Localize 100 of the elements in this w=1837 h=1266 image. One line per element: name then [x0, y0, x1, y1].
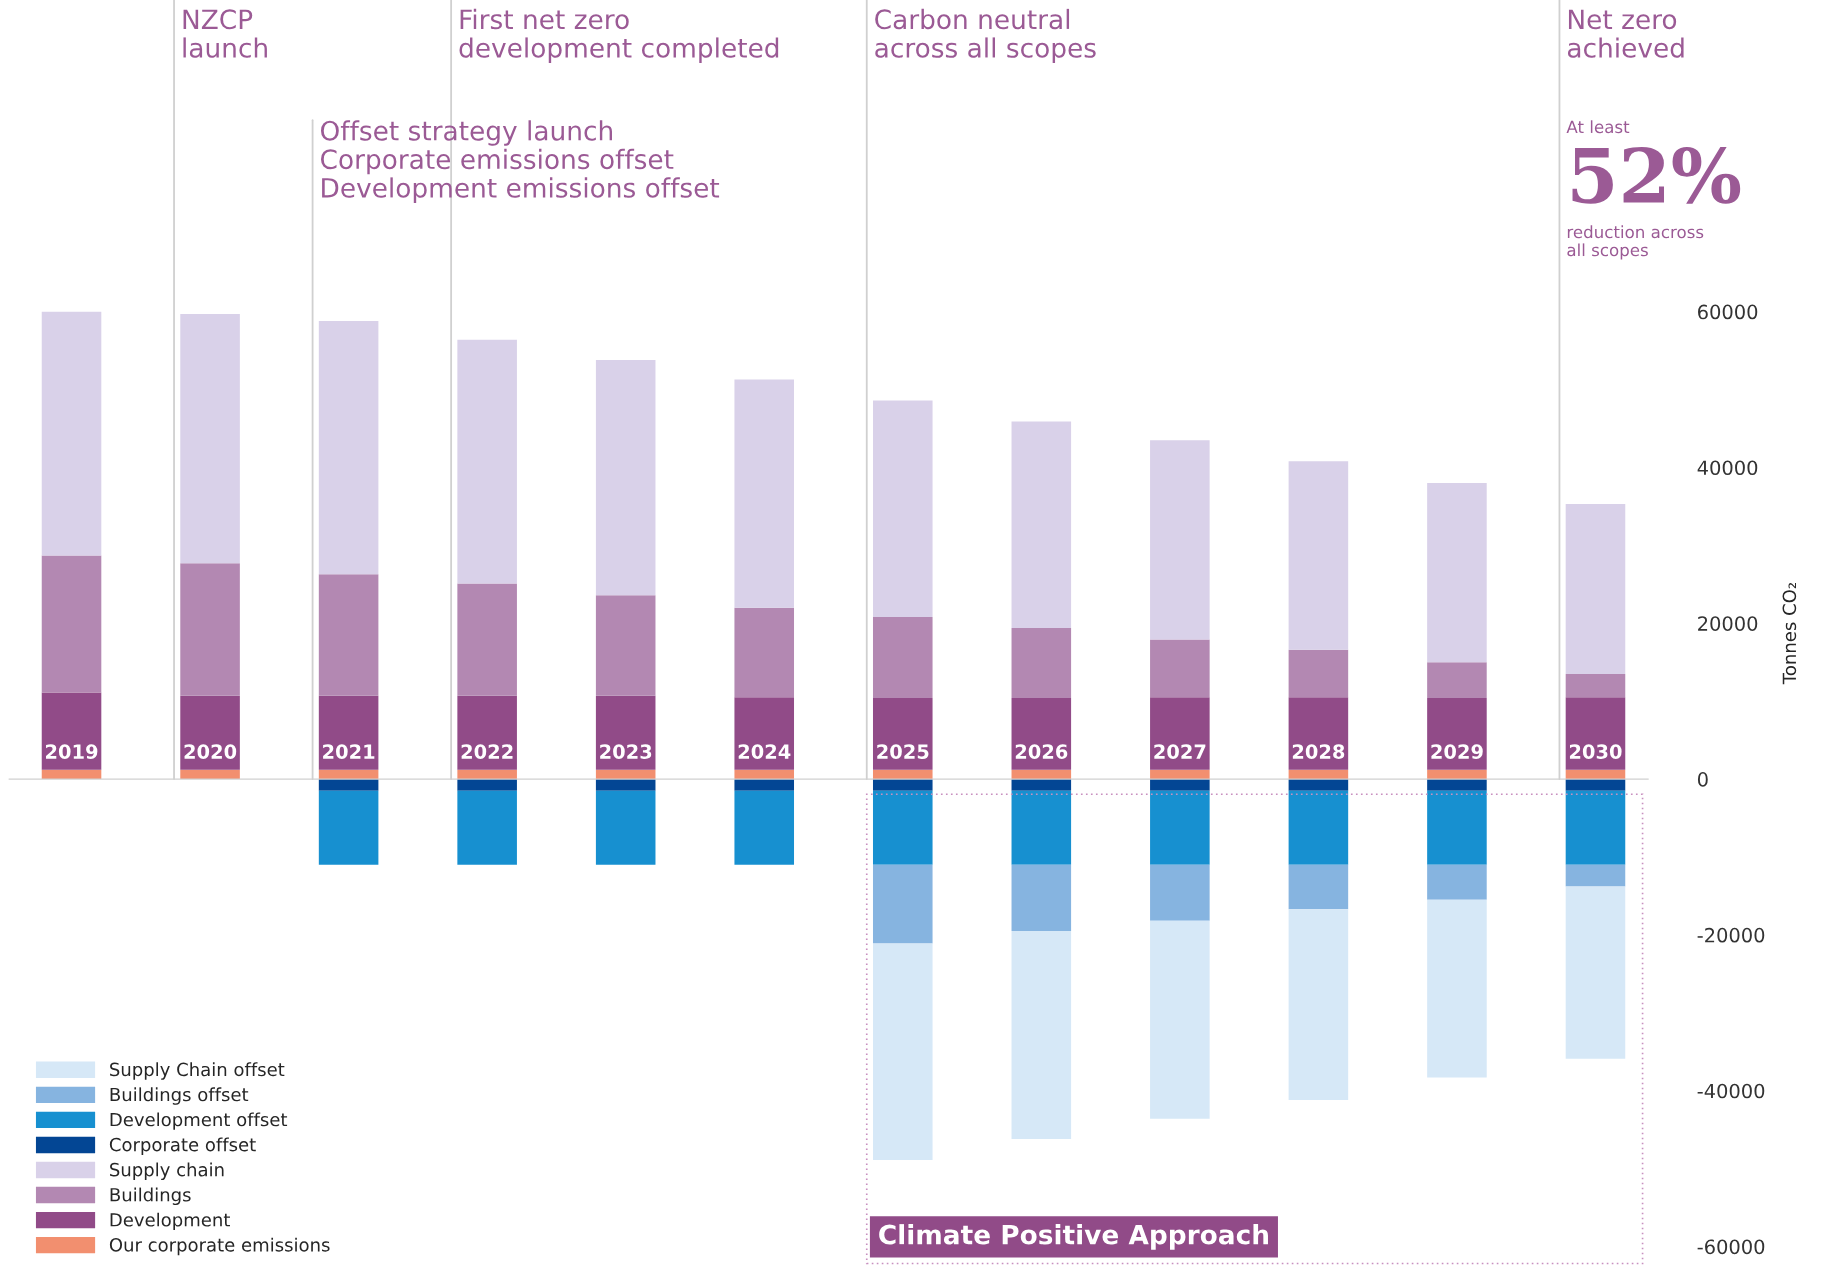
legend-label: Development — [110, 1212, 230, 1231]
bar — [180, 695, 240, 770]
bar — [734, 779, 795, 791]
bar — [457, 779, 517, 791]
legend-label: Buildings offset — [110, 1087, 249, 1105]
bar — [1427, 864, 1487, 900]
annotation: Offset strategy launch Corporate emissions offset Development emissions offset — [321, 120, 720, 203]
bar — [457, 339, 517, 584]
bar — [1011, 931, 1072, 1140]
bar — [457, 695, 517, 770]
x-tick-label: 2028 — [1292, 744, 1345, 759]
legend-label: Development offset — [110, 1112, 288, 1130]
x-tick-label: 2024 — [738, 744, 791, 759]
bar — [318, 790, 379, 865]
bar — [1288, 779, 1349, 791]
bar — [1565, 790, 1626, 865]
bar — [734, 379, 795, 608]
bar — [180, 563, 240, 696]
y-axis-title: Tonnes CO₂ — [1782, 583, 1797, 685]
annotation: NZCP launch — [183, 9, 267, 58]
bar — [1427, 790, 1487, 865]
bar — [1565, 697, 1626, 770]
legend-label: Supply Chain offset — [110, 1062, 285, 1080]
x-tick-label: 2026 — [1015, 744, 1068, 759]
bar — [41, 555, 102, 693]
annotation: 52% — [1572, 146, 1741, 204]
bar — [595, 595, 656, 696]
x-tick-label: 2027 — [1154, 744, 1206, 759]
bar — [872, 943, 933, 1161]
bar — [1011, 790, 1072, 865]
bar — [1150, 639, 1210, 698]
x-tick-label: 2022 — [461, 744, 513, 759]
x-tick-label: 2023 — [600, 744, 652, 759]
bar — [318, 320, 379, 575]
bar — [41, 692, 102, 770]
bar — [1565, 673, 1626, 698]
bar — [1288, 909, 1349, 1101]
x-tick-label: 2025 — [877, 744, 929, 759]
bar — [1427, 779, 1487, 791]
bar — [734, 697, 795, 770]
legend-label: Buildings — [110, 1187, 191, 1206]
bar — [734, 790, 795, 865]
bar — [872, 400, 933, 618]
bar — [1565, 864, 1626, 887]
y-tick-label: 60000 — [1698, 304, 1758, 320]
x-tick-label: 2030 — [1569, 744, 1622, 759]
bar — [457, 583, 517, 696]
x-tick-label: 2020 — [184, 744, 237, 759]
bar — [318, 779, 379, 791]
legend-label: Corporate offset — [109, 1137, 256, 1155]
annotation: At least — [1566, 120, 1630, 134]
bar — [1150, 779, 1210, 791]
bar — [872, 698, 933, 770]
y-tick-label: 40000 — [1697, 460, 1758, 476]
bar — [595, 359, 656, 596]
bar — [1011, 698, 1072, 770]
bar — [1565, 886, 1626, 1059]
bar — [1288, 864, 1349, 910]
legend-label: Our corporate emissions — [109, 1237, 330, 1256]
bar — [872, 864, 933, 944]
y-tick-label: 0 — [1697, 772, 1708, 787]
bar — [1011, 421, 1072, 628]
x-tick-label: 2029 — [1431, 744, 1483, 759]
y-tick-label: -60000 — [1697, 1239, 1765, 1255]
bar — [1288, 697, 1349, 770]
bar — [1288, 649, 1349, 698]
bar — [872, 779, 933, 791]
annotation: First net zero development completed — [459, 8, 779, 63]
x-tick-label: 2019 — [46, 744, 98, 759]
annotation: reduction across all scopes — [1567, 225, 1704, 260]
x-tick-label: 2021 — [323, 744, 375, 759]
y-tick-label: -40000 — [1697, 1083, 1765, 1099]
bar — [1150, 864, 1210, 921]
bar — [457, 790, 517, 865]
bar — [872, 617, 933, 699]
y-tick-label: 20000 — [1698, 616, 1758, 631]
bar — [1288, 790, 1349, 865]
bar — [1565, 779, 1626, 791]
bar — [1427, 698, 1487, 770]
bar — [1427, 662, 1487, 699]
annotation: Carbon neutral across all scopes — [875, 8, 1096, 63]
bar — [734, 607, 795, 698]
bar — [1150, 440, 1210, 640]
bar — [1565, 504, 1626, 674]
legend-label: Supply chain — [110, 1162, 224, 1180]
bar — [872, 790, 933, 865]
bar — [1427, 899, 1487, 1078]
bar — [1150, 697, 1210, 770]
y-tick-label: -20000 — [1697, 927, 1765, 943]
bar — [595, 695, 656, 770]
bar — [1150, 920, 1210, 1119]
annotation: Climate Positive Approach — [879, 1224, 1268, 1250]
bar — [595, 790, 656, 865]
bar — [318, 695, 379, 770]
bar — [41, 311, 102, 556]
bar — [1011, 779, 1072, 791]
bar — [1427, 483, 1487, 663]
bar — [1011, 627, 1072, 699]
bar — [1150, 790, 1210, 865]
bar — [318, 574, 379, 696]
